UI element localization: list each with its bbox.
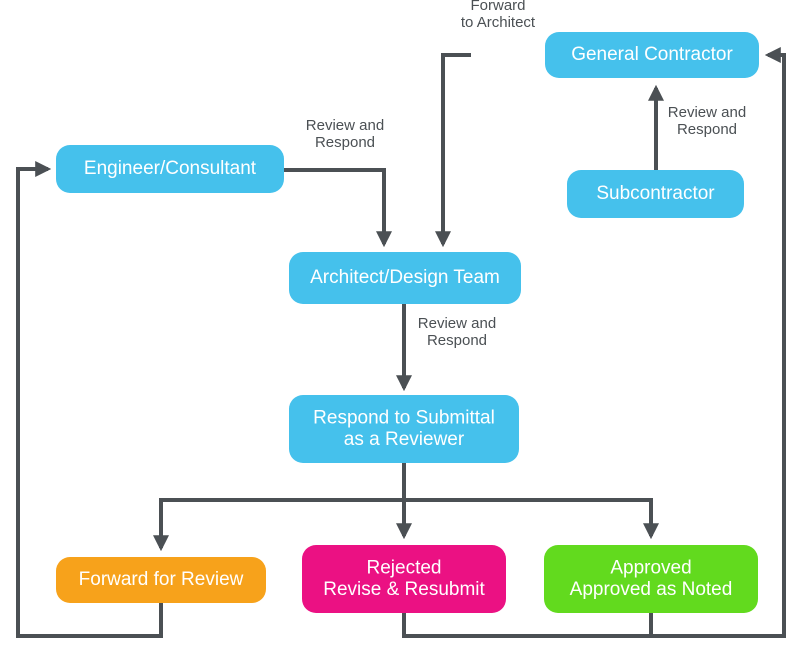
flowchart-svg: Review andRespond Forwardto Architect Revi… <box>0 0 802 657</box>
node-respond-submittal: Respond to Submittalas a Reviewer <box>289 395 519 463</box>
edge-respond_branch_right <box>404 500 651 536</box>
edge-label-arch_to_respond: Review andRespond <box>418 315 496 349</box>
edge-gc_to_arch <box>443 55 471 244</box>
node-label-forward-review: Forward for Review <box>79 569 244 590</box>
node-approved: ApprovedApproved as Noted <box>544 545 758 613</box>
edge-label-ec_to_arch: Review andRespond <box>306 117 384 151</box>
edge-label-gc_to_arch: Forwardto Architect <box>461 0 536 31</box>
node-label-engineer-consultant: Engineer/Consultant <box>84 158 257 179</box>
node-label-general-contractor: General Contractor <box>571 44 733 65</box>
node-general-contractor: General Contractor <box>545 32 759 78</box>
edge-ec_to_arch <box>284 170 384 244</box>
node-subcontractor: Subcontractor <box>567 170 744 218</box>
edge-label-sub_to_gc: Review andRespond <box>668 104 746 138</box>
node-forward-review: Forward for Review <box>56 557 266 603</box>
node-engineer-consultant: Engineer/Consultant <box>56 145 284 193</box>
node-architect-design-team: Architect/Design Team <box>289 252 521 304</box>
node-label-architect-design-team: Architect/Design Team <box>310 267 500 288</box>
node-rejected: RejectedRevise & Resubmit <box>302 545 506 613</box>
node-label-subcontractor: Subcontractor <box>596 183 715 204</box>
edge-respond_branch_left <box>161 463 404 548</box>
